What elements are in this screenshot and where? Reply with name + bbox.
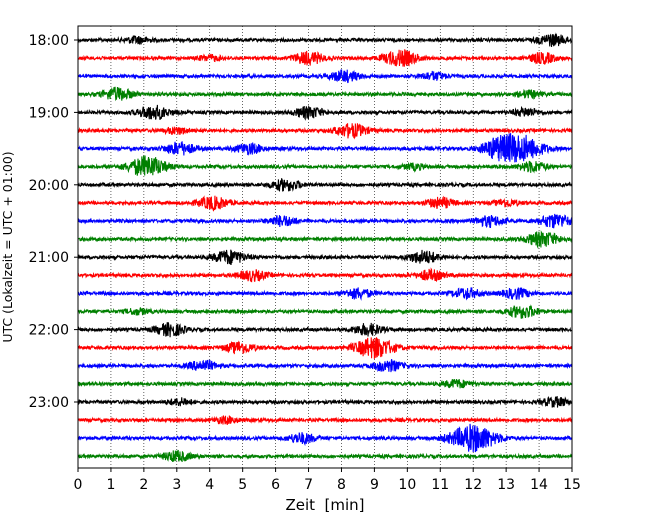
trace-line xyxy=(77,86,573,102)
x-tick-label: 4 xyxy=(205,477,214,493)
x-tick-label: 14 xyxy=(530,477,548,493)
trace-line xyxy=(77,178,573,192)
trace-line xyxy=(77,104,573,121)
trace-line xyxy=(77,304,573,319)
trace-line xyxy=(77,49,573,67)
trace-line xyxy=(77,395,573,408)
trace-line xyxy=(77,287,573,301)
x-tick-label: 8 xyxy=(337,477,346,493)
trace-line xyxy=(77,337,573,359)
trace-line xyxy=(77,267,573,283)
y-tick-label: 22:00 xyxy=(29,323,69,339)
x-tick-label: 12 xyxy=(464,477,482,493)
trace-line xyxy=(77,213,573,229)
x-tick-label: 11 xyxy=(431,477,449,493)
seismic-traces xyxy=(77,32,573,462)
y-tick-label: 23:00 xyxy=(29,395,69,411)
x-tick-label: 0 xyxy=(74,477,83,493)
x-tick-label: 13 xyxy=(497,477,515,493)
x-axis-label: Zeit [min] xyxy=(285,496,364,514)
y-tick-label: 21:00 xyxy=(29,250,69,266)
trace-line xyxy=(77,378,573,389)
y-axis-ticks: 18:00 19:00 20:00 21:00 22:00 23:00 xyxy=(29,33,78,411)
y-tick-label: 20:00 xyxy=(29,178,69,194)
x-tick-label: 3 xyxy=(172,477,181,493)
trace-line xyxy=(77,69,573,84)
plot-frame xyxy=(77,25,573,469)
x-tick-label: 7 xyxy=(304,477,313,493)
x-tick-label: 9 xyxy=(370,477,379,493)
trace-line xyxy=(77,449,573,462)
y-tick-label: 19:00 xyxy=(29,105,69,121)
y-tick-label: 18:00 xyxy=(29,33,69,49)
trace-line xyxy=(77,415,573,425)
x-axis-ticks: 0 1 2 3 4 5 6 7 8 9 10 11 12 13 14 15 xyxy=(74,468,581,493)
trace-line xyxy=(77,195,573,212)
trace-line xyxy=(77,230,573,250)
x-tick-label: 10 xyxy=(398,477,416,493)
trace-line xyxy=(77,155,573,176)
trace-line xyxy=(77,359,573,373)
trace-line xyxy=(77,133,573,163)
y-axis-label: UTC (Lokalzeit = UTC + 01:00) xyxy=(0,151,15,342)
x-tick-label: 1 xyxy=(106,477,115,493)
x-tick-label: 2 xyxy=(139,477,148,493)
trace-line xyxy=(77,32,573,47)
trace-line xyxy=(77,423,573,453)
x-tick-label: 5 xyxy=(238,477,247,493)
x-tick-label: 6 xyxy=(271,477,280,493)
x-tick-label: 15 xyxy=(563,477,581,493)
trace-line xyxy=(77,249,573,265)
trace-line xyxy=(77,123,573,140)
trace-line xyxy=(77,322,573,338)
